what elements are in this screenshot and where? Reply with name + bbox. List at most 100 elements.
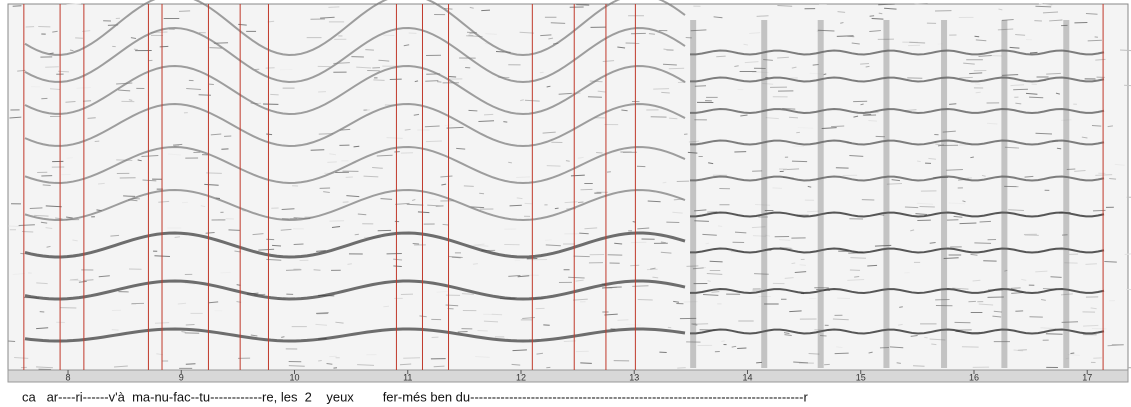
noise-streak (433, 365, 445, 368)
noise-streak (1004, 269, 1008, 272)
noise-streak (441, 183, 447, 186)
noise-streak (395, 202, 410, 205)
noise-streak (52, 30, 58, 33)
noise-streak (445, 304, 459, 307)
noise-streak (931, 343, 937, 346)
noise-streak (886, 182, 903, 185)
noise-streak (519, 31, 534, 34)
noise-streak (1015, 102, 1022, 105)
noise-streak (564, 201, 578, 204)
noise-streak (1061, 321, 1079, 323)
noise-streak (363, 175, 379, 178)
noise-streak (1095, 174, 1113, 176)
noise-streak (1035, 270, 1048, 273)
noise-streak (1056, 147, 1062, 150)
harmonic (689, 287, 1105, 295)
noise-streak (711, 291, 720, 293)
noise-streak (860, 103, 864, 106)
noise-streak (474, 243, 485, 246)
noise-streak (208, 301, 219, 304)
noise-streak (1091, 125, 1102, 127)
noise-streak (1025, 92, 1038, 95)
noise-streak (570, 174, 585, 177)
noise-streak (1046, 72, 1061, 75)
onset-band (1063, 20, 1070, 368)
noise-streak (548, 37, 554, 40)
noise-streak (928, 157, 937, 160)
noise-streak (788, 116, 798, 119)
noise-streak (717, 225, 723, 227)
noise-streak (177, 302, 187, 305)
onset-band (817, 20, 824, 368)
noise-streak (463, 59, 468, 61)
noise-streak (777, 4, 793, 7)
noise-streak (403, 44, 410, 47)
noise-streak (130, 37, 137, 39)
noise-streak (573, 298, 588, 301)
noise-streak (959, 76, 973, 79)
noise-streak (457, 330, 468, 333)
noise-streak (721, 340, 725, 342)
noise-streak (953, 215, 963, 218)
noise-streak (837, 11, 846, 13)
noise-streak (1055, 92, 1060, 95)
noise-streak (946, 168, 963, 171)
noise-streak (18, 224, 35, 226)
noise-streak (45, 66, 59, 68)
noise-streak (764, 234, 771, 237)
noise-streak (461, 293, 474, 295)
noise-streak (565, 160, 570, 162)
noise-streak (791, 66, 797, 69)
spectrogram-texture (8, 0, 1131, 372)
noise-streak (663, 48, 668, 51)
noise-streak (692, 267, 704, 270)
noise-streak (963, 62, 975, 65)
noise-streak (1024, 175, 1034, 178)
noise-streak (346, 195, 360, 198)
noise-streak (744, 61, 759, 64)
noise-streak (365, 49, 374, 51)
noise-streak (1008, 209, 1024, 211)
noise-streak (228, 229, 240, 231)
noise-streak (653, 88, 670, 90)
noise-streak (354, 233, 359, 236)
noise-streak (357, 364, 375, 366)
noise-streak (575, 279, 584, 282)
noise-streak (897, 323, 903, 326)
noise-streak (970, 253, 978, 256)
noise-streak (36, 327, 49, 330)
noise-streak (174, 236, 181, 239)
noise-streak (1081, 136, 1088, 139)
noise-streak (316, 312, 329, 314)
noise-streak (1085, 263, 1097, 265)
noise-streak (386, 137, 403, 139)
noise-streak (661, 91, 670, 94)
noise-streak (451, 256, 461, 259)
noise-streak (756, 15, 769, 17)
noise-streak (949, 103, 957, 105)
noise-streak (1085, 12, 1098, 15)
noise-streak (522, 317, 535, 319)
noise-streak (472, 263, 478, 265)
noise-streak (743, 43, 749, 46)
harmonic (24, 146, 686, 185)
noise-streak (889, 346, 904, 349)
noise-streak (411, 198, 416, 201)
noise-streak (756, 361, 763, 364)
noise-streak (167, 153, 182, 156)
harmonic (24, 279, 686, 301)
noise-streak (709, 260, 723, 263)
noise-streak (491, 313, 503, 316)
noise-streak (1049, 19, 1063, 22)
noise-streak (943, 257, 959, 259)
noise-streak (110, 234, 120, 237)
noise-streak (865, 65, 870, 68)
noise-streak (483, 113, 494, 116)
noise-streak (713, 16, 723, 19)
noise-streak (626, 323, 642, 326)
harmonic (689, 211, 1105, 218)
noise-streak (45, 227, 53, 229)
noise-streak (832, 318, 849, 321)
noise-streak (65, 100, 76, 103)
noise-streak (1107, 125, 1113, 128)
